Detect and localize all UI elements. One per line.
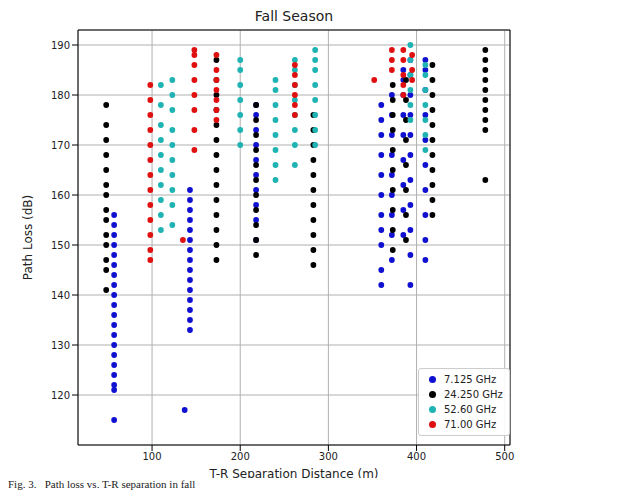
svg-text:Path Loss (dB): Path Loss (dB)	[21, 195, 35, 281]
svg-text:500: 500	[495, 451, 514, 462]
svg-text:200: 200	[231, 451, 250, 462]
svg-text:120: 120	[51, 390, 70, 401]
html-text:71.00 GHz: 71.00 GHz	[444, 419, 497, 430]
html-text:7.125 GHz: 7.125 GHz	[444, 374, 497, 385]
svg-text:100: 100	[143, 451, 162, 462]
svg-text:170: 170	[51, 140, 70, 151]
svg-text:400: 400	[407, 451, 426, 462]
svg-text:180: 180	[51, 90, 70, 101]
html-text:Fall Season: Fall Season	[254, 8, 334, 24]
svg-text:150: 150	[51, 240, 70, 251]
svg-text:130: 130	[51, 340, 70, 351]
svg-text:T-R Separation Distance (m): T-R Separation Distance (m)	[208, 467, 378, 478]
html-text:Fig. 3. Path loss vs. T-R sepa: Fig. 3. Path loss vs. T-R separation in …	[8, 478, 196, 490]
html-text:52.60 GHz: 52.60 GHz	[444, 404, 497, 415]
svg-text:140: 140	[51, 290, 70, 301]
svg-text:160: 160	[51, 190, 70, 201]
svg-text:190: 190	[51, 40, 70, 51]
html-text:24.250 GHz: 24.250 GHz	[444, 389, 503, 400]
svg-text:300: 300	[319, 451, 338, 462]
